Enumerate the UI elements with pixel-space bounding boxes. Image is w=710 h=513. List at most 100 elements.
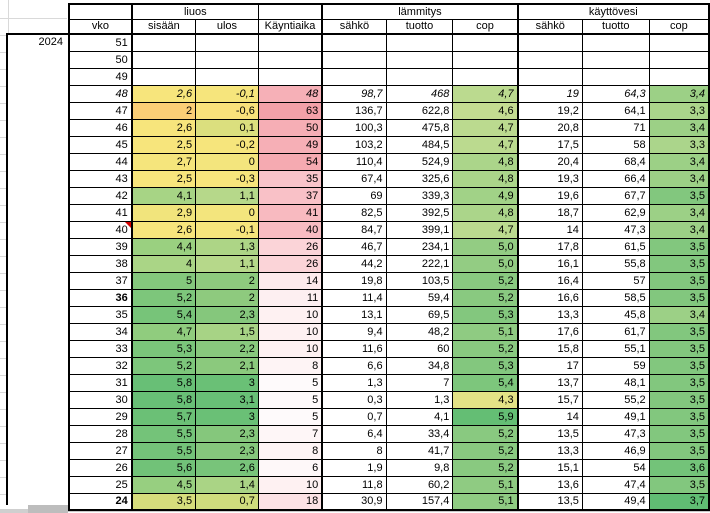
- data-cell[interactable]: 3,5: [648, 322, 710, 341]
- data-cell[interactable]: 484,5: [385, 135, 454, 154]
- data-cell[interactable]: 33,4: [385, 424, 454, 443]
- data-cell[interactable]: 222,1: [385, 254, 454, 273]
- data-cell[interactable]: [130, 67, 197, 86]
- data-cell[interactable]: 1,1: [195, 186, 259, 205]
- data-cell[interactable]: 10: [257, 322, 323, 341]
- data-cell[interactable]: 2,6: [130, 118, 197, 137]
- data-cell[interactable]: 5,1: [452, 475, 519, 494]
- data-cell[interactable]: 19,2: [516, 101, 583, 120]
- data-cell[interactable]: 2,6: [130, 84, 197, 103]
- week-cell[interactable]: 42: [68, 186, 133, 205]
- data-cell[interactable]: 7: [385, 373, 454, 392]
- data-cell[interactable]: [385, 67, 454, 86]
- data-cell[interactable]: 16,6: [516, 288, 583, 307]
- data-cell[interactable]: 34,8: [385, 356, 454, 375]
- week-cell[interactable]: 34: [68, 322, 133, 341]
- data-cell[interactable]: 8: [257, 356, 323, 375]
- data-cell[interactable]: 19: [516, 84, 583, 103]
- data-cell[interactable]: -0,1: [195, 220, 259, 239]
- data-cell[interactable]: 2,2: [195, 339, 259, 358]
- week-cell[interactable]: 43: [68, 169, 133, 188]
- data-cell[interactable]: 2: [195, 288, 259, 307]
- data-cell[interactable]: 1,5: [195, 322, 259, 341]
- data-cell[interactable]: 69: [321, 186, 387, 205]
- data-cell[interactable]: 82,5: [321, 203, 387, 222]
- data-cell[interactable]: 41: [257, 203, 323, 222]
- header-ulos[interactable]: ulos: [195, 18, 259, 35]
- data-cell[interactable]: 2,6: [130, 220, 197, 239]
- data-cell[interactable]: 40: [257, 220, 323, 239]
- data-cell[interactable]: 5,7: [130, 407, 197, 426]
- week-cell[interactable]: 41: [68, 203, 133, 222]
- data-cell[interactable]: 3,5: [130, 492, 197, 511]
- week-cell[interactable]: 48: [68, 84, 133, 103]
- data-cell[interactable]: 1,1: [195, 254, 259, 273]
- data-cell[interactable]: 0,3: [321, 390, 387, 409]
- data-cell[interactable]: 2: [130, 101, 197, 120]
- data-cell[interactable]: [321, 50, 387, 69]
- data-cell[interactable]: 4,6: [452, 101, 519, 120]
- data-cell[interactable]: 3,5: [648, 339, 710, 358]
- data-cell[interactable]: 48: [257, 84, 323, 103]
- data-cell[interactable]: 5,5: [130, 424, 197, 443]
- data-cell[interactable]: 3,5: [648, 237, 710, 256]
- data-cell[interactable]: 11: [257, 288, 323, 307]
- data-cell[interactable]: 5: [257, 373, 323, 392]
- data-cell[interactable]: 10: [257, 339, 323, 358]
- data-cell[interactable]: 5,2: [452, 441, 519, 460]
- data-cell[interactable]: 49: [257, 135, 323, 154]
- data-cell[interactable]: 55,1: [581, 339, 650, 358]
- data-cell[interactable]: 3,5: [648, 356, 710, 375]
- data-cell[interactable]: 622,8: [385, 101, 454, 120]
- data-cell[interactable]: [516, 50, 583, 69]
- data-cell[interactable]: 4,7: [452, 118, 519, 137]
- week-cell[interactable]: 50: [68, 50, 133, 69]
- header-cop-kayttovesi[interactable]: cop: [648, 18, 710, 35]
- header-blank-over-vko[interactable]: [68, 3, 133, 20]
- data-cell[interactable]: 10: [257, 475, 323, 494]
- data-cell[interactable]: 5,5: [130, 441, 197, 460]
- data-cell[interactable]: 13,3: [516, 305, 583, 324]
- data-cell[interactable]: 234,1: [385, 237, 454, 256]
- data-cell[interactable]: 3,5: [648, 424, 710, 443]
- data-cell[interactable]: 2: [195, 271, 259, 290]
- data-cell[interactable]: 5,8: [130, 390, 197, 409]
- year-label[interactable]: 2024: [38, 36, 63, 48]
- data-cell[interactable]: 50: [257, 118, 323, 137]
- data-cell[interactable]: 46,7: [321, 237, 387, 256]
- data-cell[interactable]: 3,1: [195, 390, 259, 409]
- data-cell[interactable]: 64,3: [581, 84, 650, 103]
- data-cell[interactable]: 18: [257, 492, 323, 511]
- data-cell[interactable]: [648, 33, 710, 52]
- data-cell[interactable]: 6,4: [321, 424, 387, 443]
- week-cell[interactable]: 29: [68, 407, 133, 426]
- data-cell[interactable]: 37: [257, 186, 323, 205]
- data-cell[interactable]: 58: [581, 135, 650, 154]
- data-cell[interactable]: 4: [130, 254, 197, 273]
- data-cell[interactable]: 2,7: [130, 152, 197, 171]
- data-cell[interactable]: 339,3: [385, 186, 454, 205]
- data-cell[interactable]: 392,5: [385, 203, 454, 222]
- data-cell[interactable]: 2,5: [130, 169, 197, 188]
- data-cell[interactable]: 3: [195, 407, 259, 426]
- data-cell[interactable]: [648, 50, 710, 69]
- header-group-liuos[interactable]: liuos: [130, 3, 259, 20]
- data-cell[interactable]: 2,9: [130, 203, 197, 222]
- data-cell[interactable]: 4,1: [385, 407, 454, 426]
- header-tuotto-kayttovesi[interactable]: tuotto: [581, 18, 650, 35]
- data-cell[interactable]: 3,4: [648, 152, 710, 171]
- data-cell[interactable]: 1,3: [195, 237, 259, 256]
- data-cell[interactable]: 19,8: [321, 271, 387, 290]
- data-cell[interactable]: 1,3: [321, 373, 387, 392]
- data-cell[interactable]: -0,1: [195, 84, 259, 103]
- data-cell[interactable]: 57: [581, 271, 650, 290]
- data-cell[interactable]: 11,6: [321, 339, 387, 358]
- data-cell[interactable]: [452, 50, 519, 69]
- data-cell[interactable]: 64,1: [581, 101, 650, 120]
- header-group-lammitys[interactable]: lämmitys: [321, 3, 519, 20]
- data-cell[interactable]: 1,9: [321, 458, 387, 477]
- data-cell[interactable]: 62,9: [581, 203, 650, 222]
- data-cell[interactable]: 61,5: [581, 237, 650, 256]
- data-cell[interactable]: 5,2: [452, 458, 519, 477]
- data-cell[interactable]: 17,8: [516, 237, 583, 256]
